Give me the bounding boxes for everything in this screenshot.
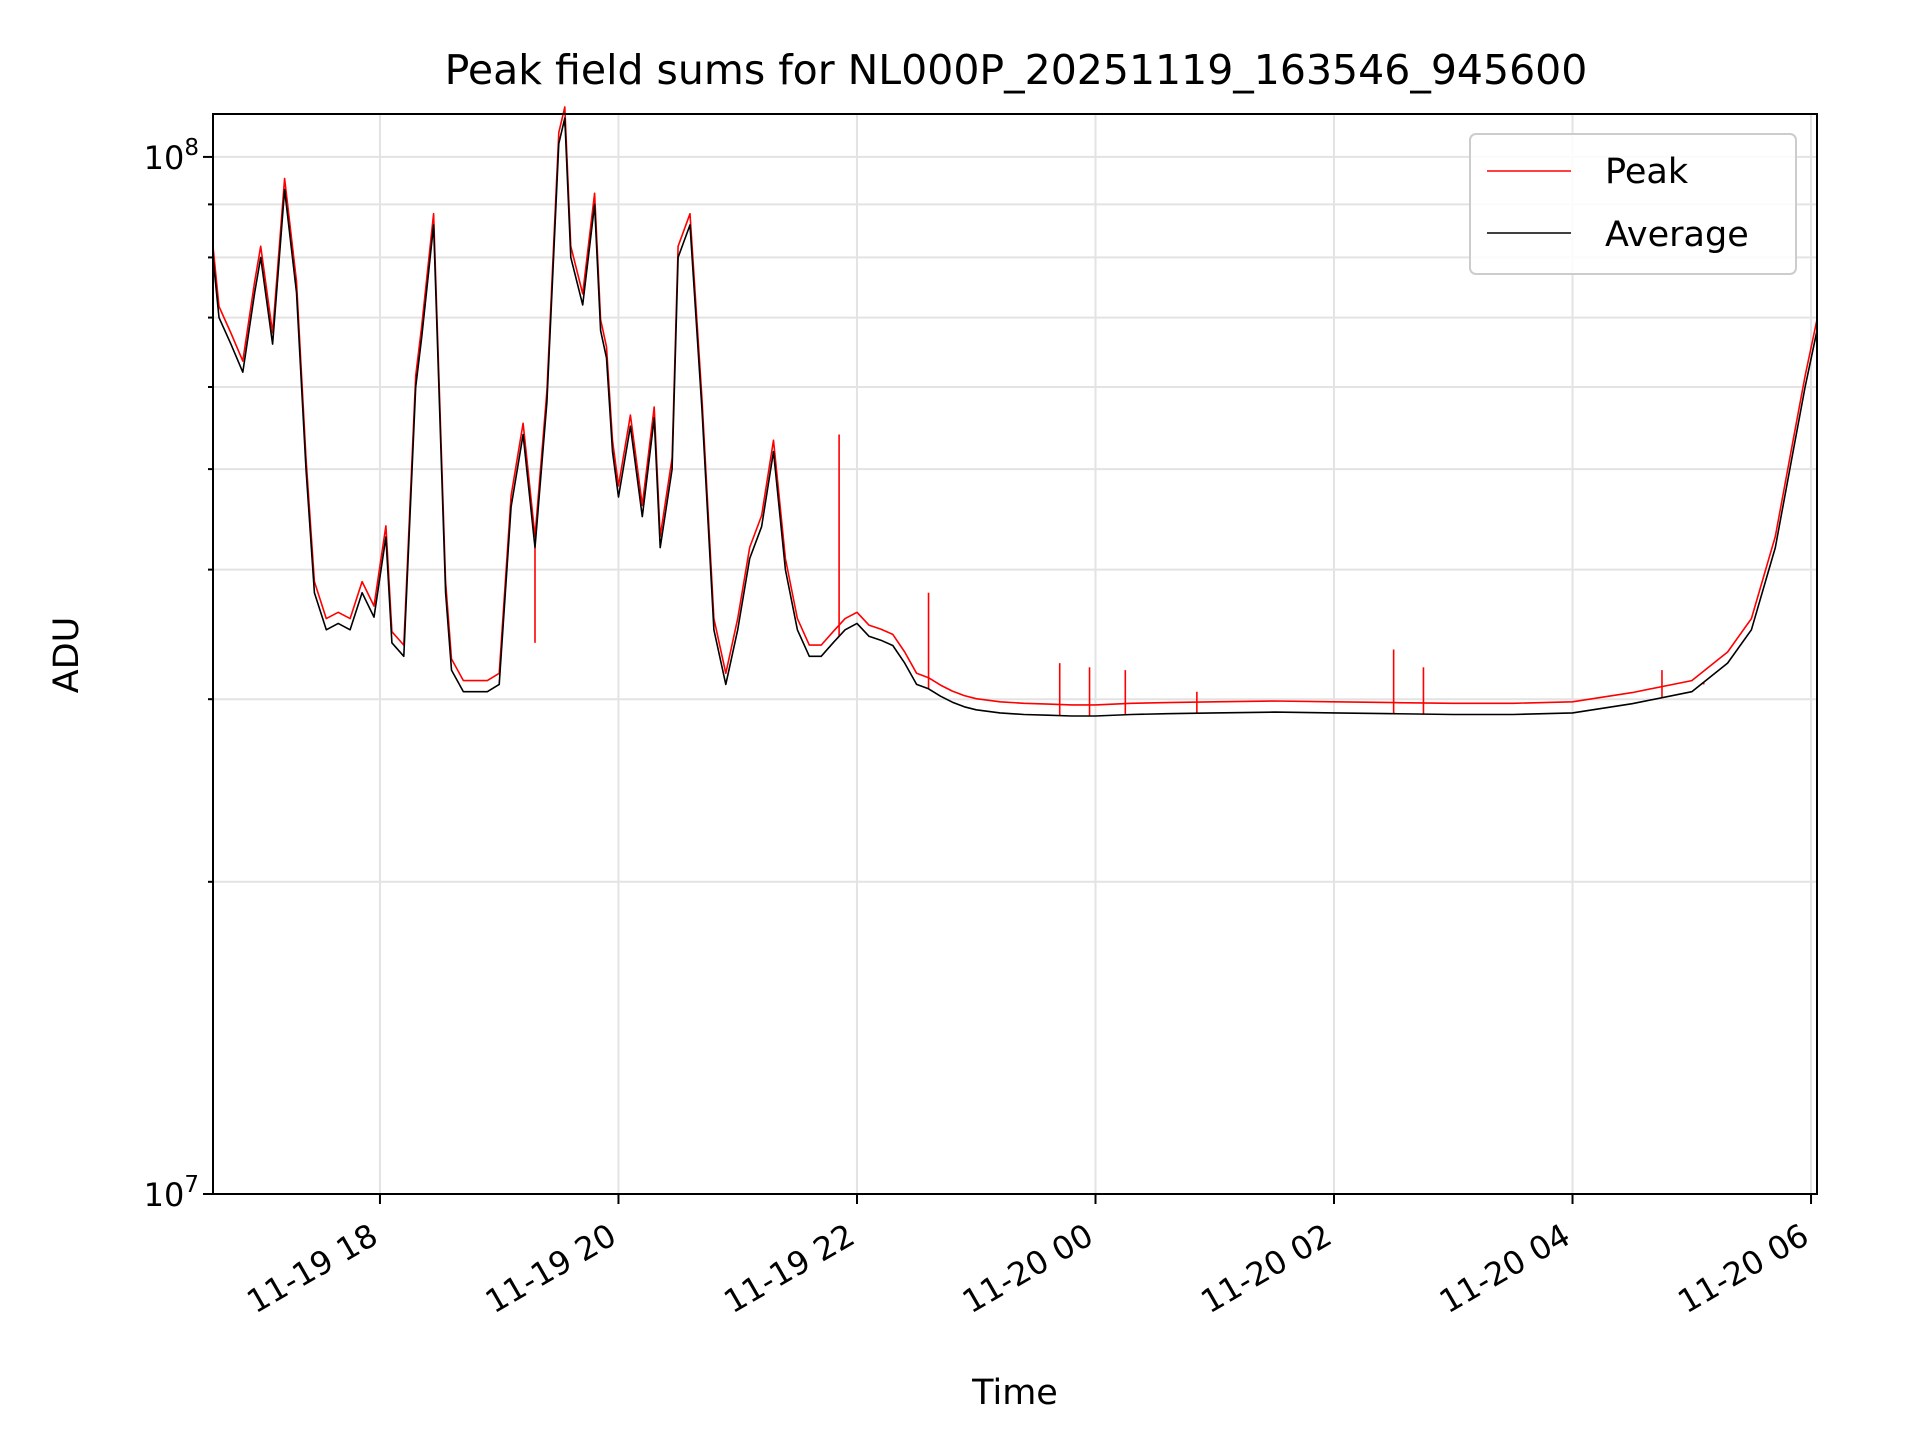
series-lines <box>212 106 1818 717</box>
average-series-line <box>212 117 1818 717</box>
legend-average-label: Average <box>1605 215 1749 255</box>
legend: Peak Average <box>1469 133 1797 275</box>
y-axis-label: ADU <box>47 617 87 694</box>
grid-lines <box>213 114 1817 1195</box>
plot-frame <box>212 113 1818 1195</box>
chart-title: Peak field sums for NL000P_20251119_1635… <box>445 46 1588 94</box>
y-axis: 107 108 <box>144 135 213 1214</box>
peak-series-line <box>212 106 1818 706</box>
legend-box <box>1469 133 1797 275</box>
y-tick-label: 108 <box>144 135 199 177</box>
y-tick-label: 107 <box>144 1172 199 1214</box>
x-axis-label: Time <box>971 1373 1058 1413</box>
legend-peak-label: Peak <box>1605 152 1689 192</box>
